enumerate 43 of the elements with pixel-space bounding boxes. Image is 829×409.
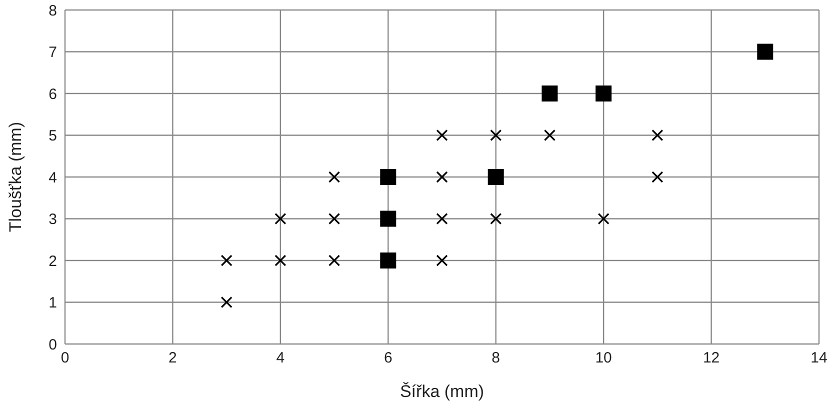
point [220, 254, 232, 266]
x-tick-label: 12 [702, 350, 720, 367]
y-tick-label: 7 [48, 44, 57, 62]
point [596, 86, 612, 102]
x-tick-label: 0 [60, 350, 70, 367]
x-tick-label: 8 [492, 350, 500, 367]
x-tick-label: 6 [384, 350, 392, 367]
point [220, 296, 232, 308]
x-tick-label: 14 [810, 350, 828, 367]
point [757, 44, 774, 60]
x-tick-label: 4 [276, 350, 285, 367]
y-tick-label: 5 [48, 128, 57, 145]
point [380, 252, 396, 268]
y-tick-label: 4 [48, 169, 57, 186]
y-tick-label: 1 [48, 294, 57, 312]
point [380, 169, 396, 185]
y-tick-label: 8 [48, 2, 57, 20]
point [544, 129, 556, 142]
point [274, 212, 286, 225]
point [490, 212, 502, 225]
point [652, 171, 664, 183]
x-axis-title: Šířka (mm) [400, 382, 484, 401]
x-tick-label: 2 [168, 350, 177, 367]
point [490, 129, 502, 142]
point [436, 212, 448, 225]
y-axis-title: Tloušťka (mm) [6, 122, 26, 232]
point [328, 212, 340, 225]
y-tick-label: 0 [48, 336, 57, 354]
point [598, 212, 610, 225]
point [328, 171, 340, 183]
point [652, 129, 664, 142]
x-tick-label: 10 [595, 350, 612, 367]
point [436, 129, 448, 142]
point [274, 254, 286, 266]
point [328, 254, 340, 266]
point [542, 86, 558, 102]
point [436, 171, 448, 183]
y-tick-label: 3 [48, 211, 57, 228]
y-tick-label: 6 [48, 86, 57, 103]
y-tick-label: 2 [48, 252, 57, 270]
point [380, 210, 396, 227]
point [488, 169, 504, 185]
point [436, 254, 448, 266]
